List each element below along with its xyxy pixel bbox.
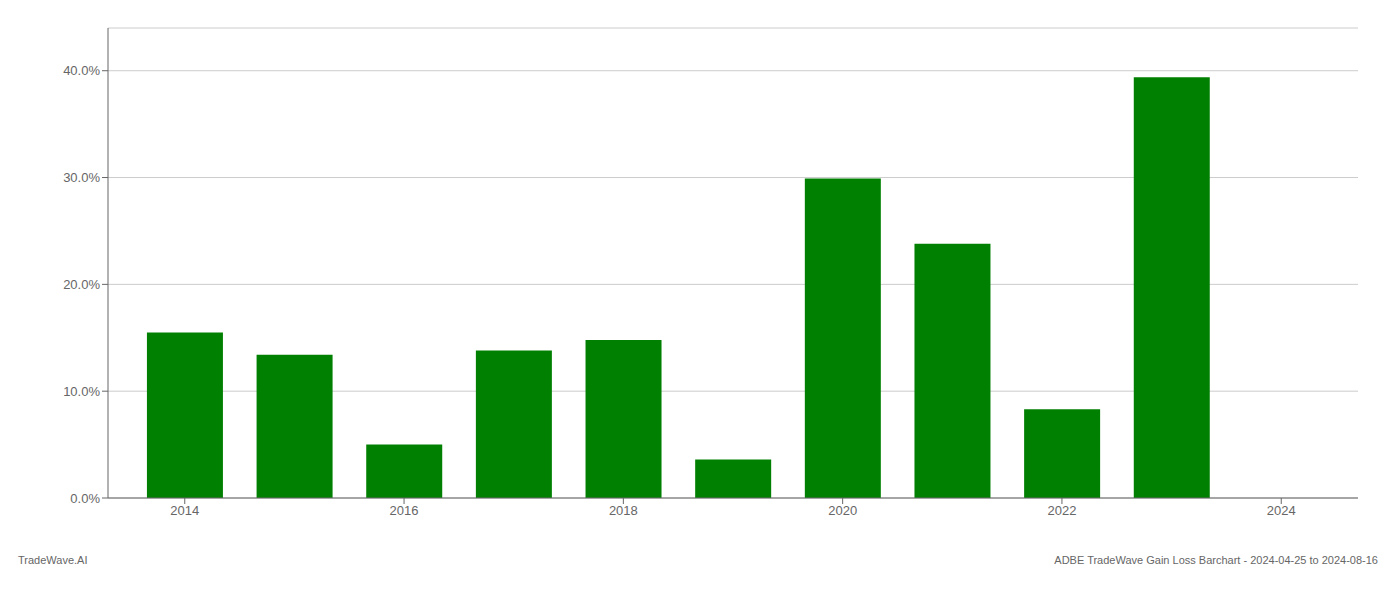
- svg-text:2016: 2016: [390, 503, 419, 518]
- svg-text:40.0%: 40.0%: [63, 63, 100, 78]
- html-text:TradeWave.AI: TradeWave.AI: [18, 554, 88, 566]
- svg-text:30.0%: 30.0%: [63, 170, 100, 185]
- svg-text:2014: 2014: [170, 503, 199, 518]
- html-text:ADBE TradeWave Gain Loss Barch: ADBE TradeWave Gain Loss Barchart - 2024…: [1054, 554, 1378, 566]
- svg-text:2018: 2018: [609, 503, 638, 518]
- svg-text:0.0%: 0.0%: [70, 491, 100, 506]
- svg-text:2024: 2024: [1267, 503, 1296, 518]
- svg-text:2022: 2022: [1047, 503, 1076, 518]
- svg-text:20.0%: 20.0%: [63, 277, 100, 292]
- svg-text:2020: 2020: [828, 503, 857, 518]
- svg-text:10.0%: 10.0%: [63, 384, 100, 399]
